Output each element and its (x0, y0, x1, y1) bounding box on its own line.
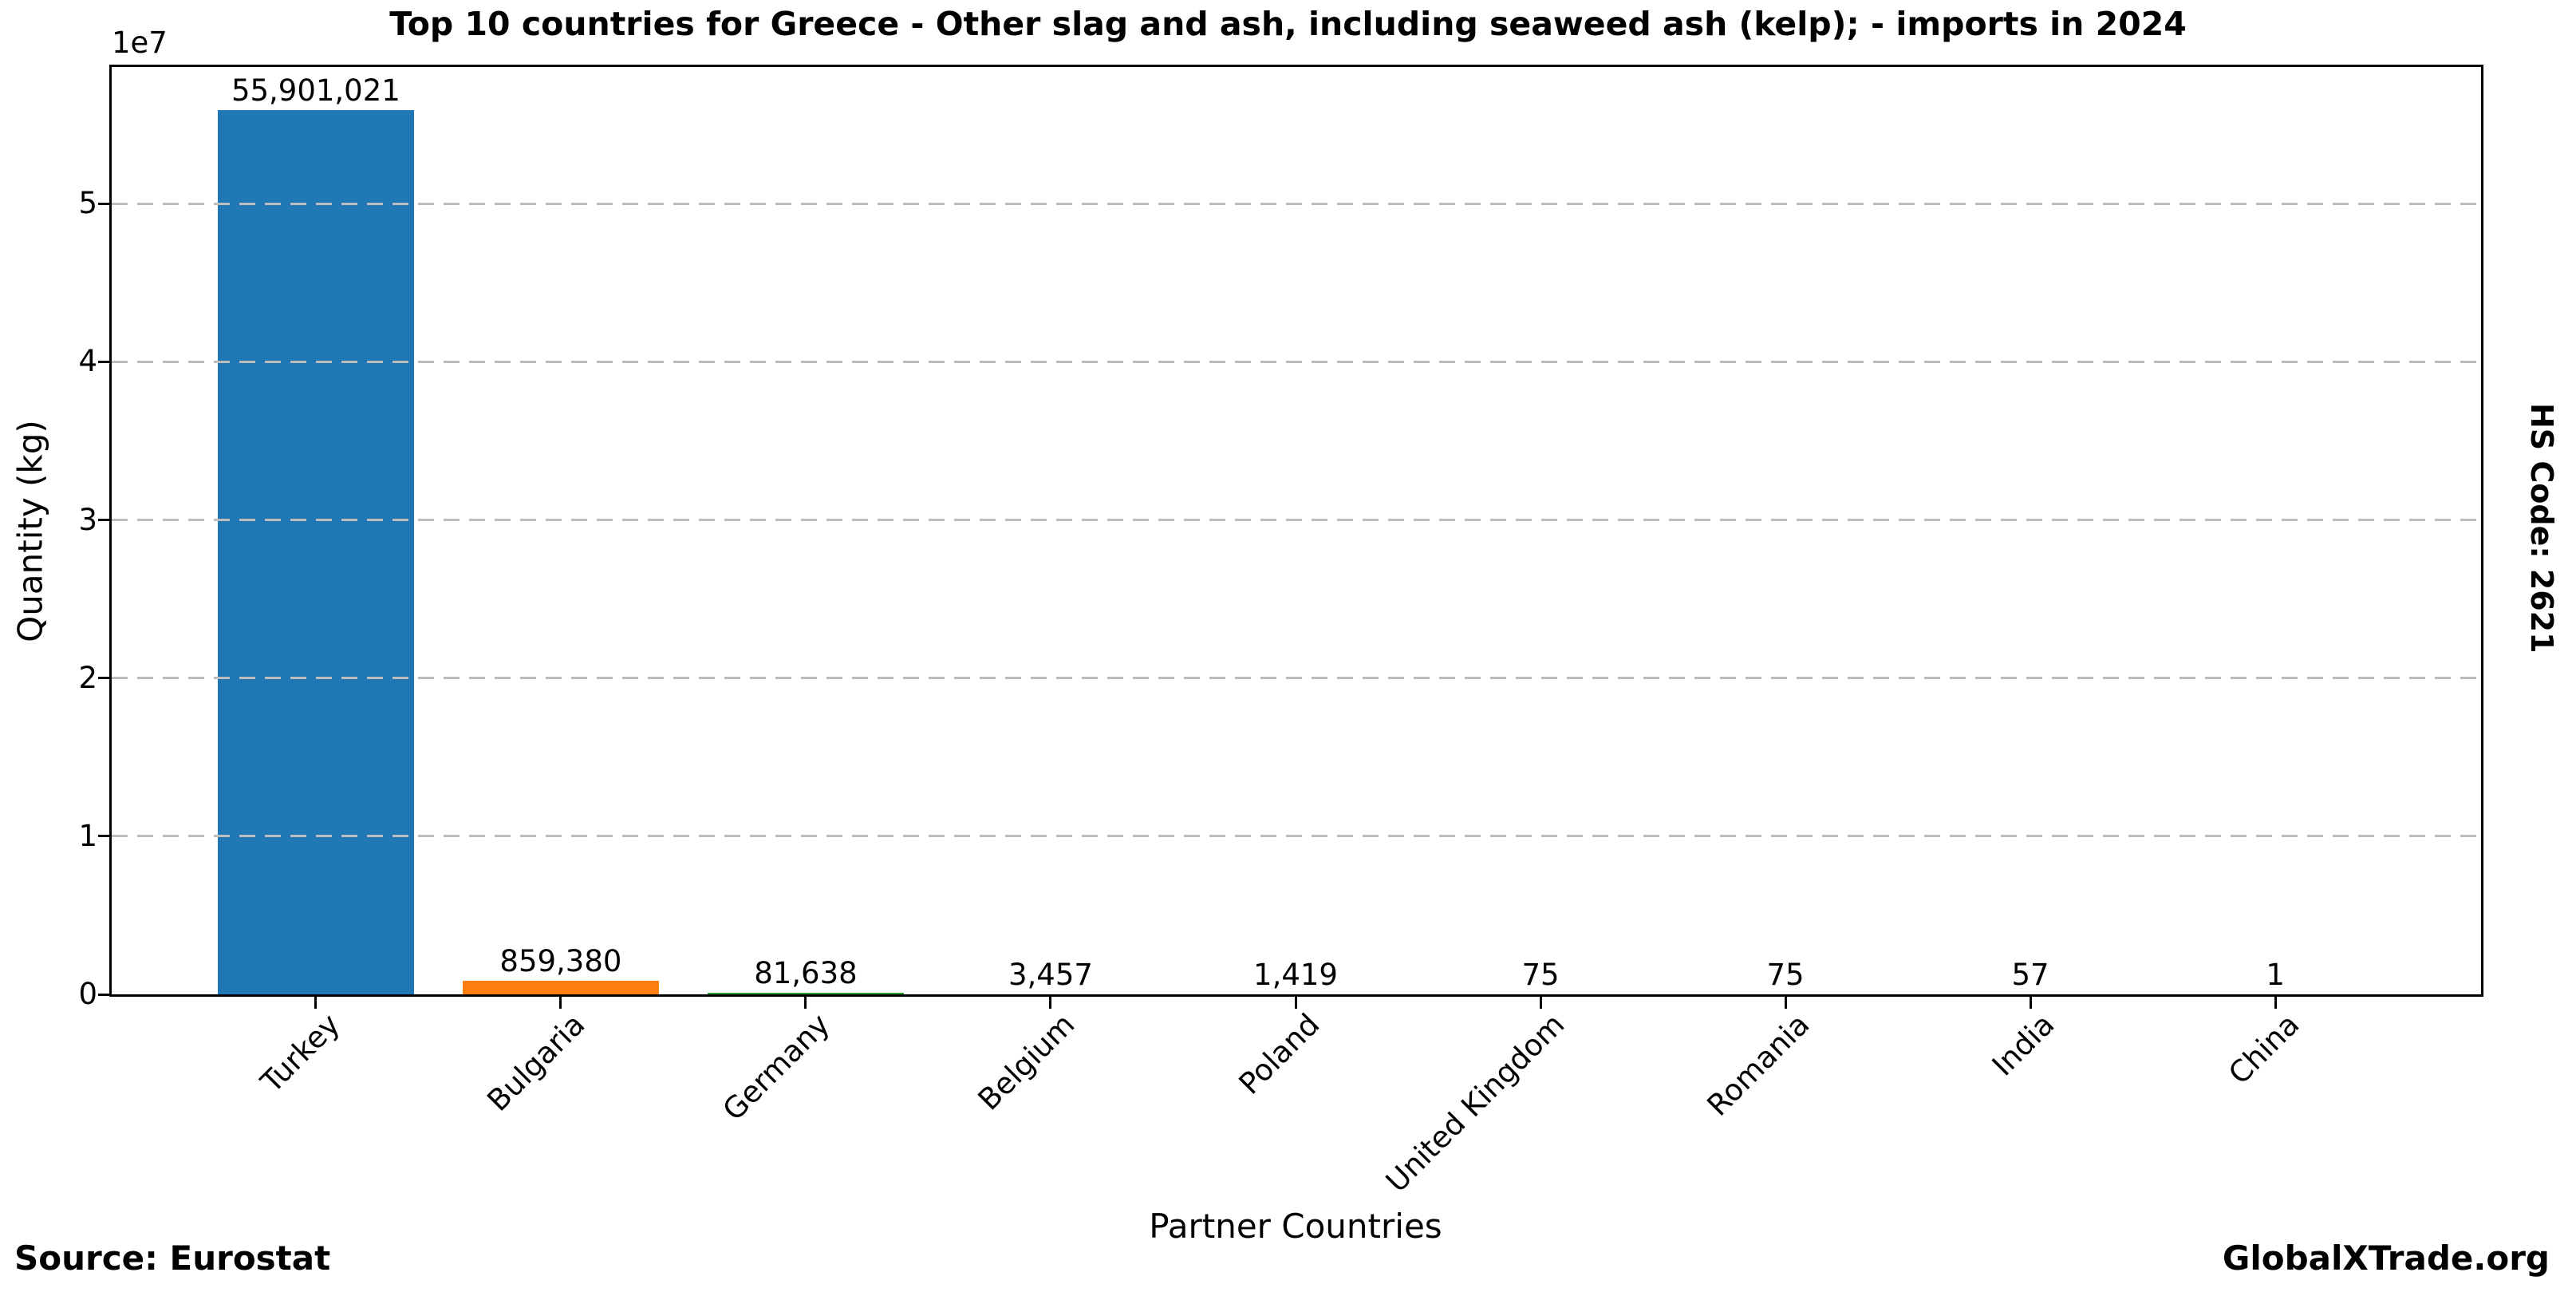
bar (708, 993, 904, 994)
bar-value-label: 1 (2266, 958, 2285, 992)
y-tick-label: 0 (78, 977, 97, 1011)
y-tick-mark (98, 835, 109, 838)
source-label: Source: Eurostat (14, 1239, 331, 1278)
bar-value-label: 1,419 (1253, 957, 1338, 992)
bar-value-label: 57 (2011, 957, 2049, 992)
y-tick-mark (98, 202, 109, 205)
x-tick-mark (2274, 996, 2277, 1009)
bar-value-label: 75 (1521, 957, 1560, 992)
y-tick-mark (98, 677, 109, 680)
grid-line (112, 360, 2479, 363)
x-tick-mark (1049, 996, 1052, 1009)
x-tick-mark (2029, 996, 2032, 1009)
bar-value-label: 3,457 (1008, 957, 1093, 992)
brand-label: GlobalXTrade.org (2222, 1239, 2550, 1278)
grid-line (112, 202, 2479, 205)
grid-line (112, 677, 2479, 680)
y-tick-label: 4 (78, 344, 97, 379)
grid-line (112, 835, 2479, 838)
y-tick-label: 1 (78, 818, 97, 853)
x-tick-mark (314, 996, 318, 1009)
grid-line (112, 519, 2479, 522)
bar-value-label: 859,380 (499, 943, 622, 978)
hs-code-label: HS Code: 2621 (2524, 403, 2559, 654)
x-tick-mark (1784, 996, 1787, 1009)
bar-value-label: 55,901,021 (231, 73, 400, 109)
y-tick-mark (98, 519, 109, 522)
bar (218, 110, 414, 994)
y-tick-mark (98, 360, 109, 363)
y-axis-label: Quantity (kg) (10, 420, 50, 642)
y-tick-label: 5 (78, 186, 97, 221)
chart-title: Top 10 countries for Greece - Other slag… (389, 5, 2187, 43)
x-tick-mark (804, 996, 807, 1009)
y-tick-label: 2 (78, 660, 97, 695)
x-axis-label: Partner Countries (1149, 1207, 1442, 1246)
y-tick-label: 3 (78, 502, 97, 537)
x-tick-mark (1294, 996, 1297, 1009)
y-tick-mark (98, 993, 109, 996)
bar-value-label: 81,638 (754, 956, 858, 991)
x-tick-mark (559, 996, 562, 1009)
y-axis-offset-text: 1e7 (112, 26, 168, 60)
bar-value-label: 75 (1766, 957, 1805, 992)
plot-frame (109, 65, 2483, 997)
x-tick-mark (1539, 996, 1542, 1009)
bar (463, 980, 659, 994)
